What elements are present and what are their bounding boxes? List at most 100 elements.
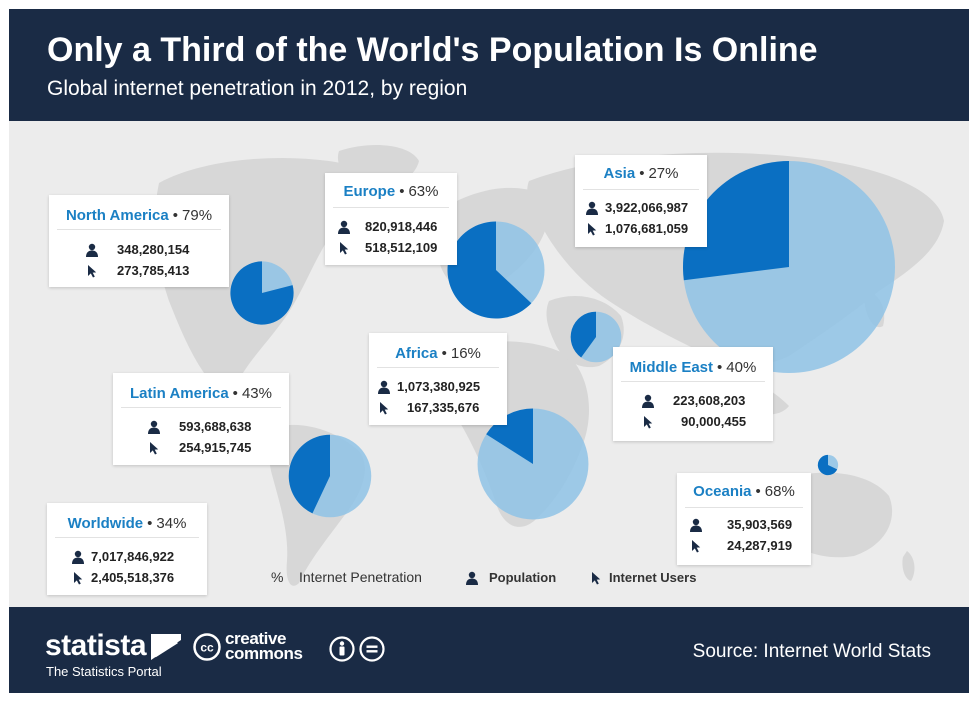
pie-asia-online (682, 161, 789, 281)
users-row: 518,512,109 (325, 240, 457, 258)
region-name: North America (65, 207, 169, 224)
region-box-europe: Europe • 63% 820,918,446 518,512,109 (325, 173, 457, 265)
region-header: Africa • 16% (395, 345, 481, 362)
users-value: 518,512,109 (365, 240, 438, 255)
users-row: 2,405,518,376 (47, 570, 207, 588)
cursor-icon (74, 572, 83, 585)
users-value: 24,287,919 (727, 538, 793, 553)
pie-middle-east-online (570, 311, 596, 358)
users-row: 254,915,745 (113, 440, 289, 458)
chart-title: Only a Third of the World's Population I… (47, 31, 818, 69)
region-header: Middle East • 40% (629, 359, 757, 376)
users-row: 1,076,681,059 (575, 221, 707, 239)
person-icon (72, 550, 84, 564)
region-penetration: 79% (182, 207, 213, 224)
region-name: Africa (395, 345, 438, 362)
population-row: 35,903,569 (677, 517, 811, 535)
region-box-middle-east: Middle East • 40% 223,608,203 90,000,455 (613, 347, 773, 441)
legend-population-label: Population (489, 570, 557, 585)
creative-commons-text: creative commons (225, 629, 303, 663)
population-value: 3,922,066,987 (605, 200, 689, 215)
region-name: Worldwide (67, 515, 144, 532)
region-box-africa: Africa • 16% 1,073,380,925 167,335,676 (369, 333, 507, 425)
region-penetration: 40% (726, 359, 757, 376)
cursor-icon (88, 265, 97, 278)
no-derivatives-icon (359, 636, 385, 662)
attribution-icon (329, 636, 355, 662)
pie-europe-online (447, 221, 532, 319)
population-value: 35,903,569 (727, 517, 793, 532)
users-value: 90,000,455 (681, 414, 747, 429)
region-name: Middle East (629, 359, 714, 376)
region-name: Latin America (130, 385, 229, 402)
cursor-icon (644, 416, 653, 429)
population-row: 223,608,203 (613, 393, 773, 411)
region-name: Oceania (693, 483, 752, 500)
chart-subtitle: Global internet penetration in 2012, by … (47, 77, 468, 100)
legend-penetration-symbol: % (271, 569, 284, 585)
cursor-icon (340, 242, 349, 255)
cursor-icon (380, 402, 389, 415)
users-value: 254,915,745 (179, 440, 252, 455)
region-penetration: 68% (764, 483, 795, 500)
region-header: Worldwide • 34% (67, 515, 187, 532)
population-row: 1,073,380,925 (369, 379, 507, 397)
cc-line-1: creative (225, 629, 287, 648)
population-value: 820,918,446 (365, 219, 438, 234)
population-value: 7,017,846,922 (91, 549, 175, 564)
region-header: Oceania • 68% (693, 483, 795, 500)
header-banner: Only a Third of the World's Population I… (9, 9, 969, 121)
person-icon (338, 220, 350, 234)
region-box-latin-america: Latin America • 43% 593,688,638 254,915,74… (113, 373, 289, 465)
region-box-asia: Asia • 27% 3,922,066,987 1,076,681,059 (575, 155, 707, 247)
population-value: 1,073,380,925 (397, 379, 481, 394)
statista-logo-icon (151, 634, 181, 660)
person-icon (86, 243, 98, 257)
region-header: Europe • 63% (343, 183, 439, 200)
person-icon (690, 518, 702, 532)
cursor-icon (588, 223, 597, 236)
region-penetration: 34% (156, 515, 187, 532)
region-box-worldwide: Worldwide • 34% 7,017,846,922 2,405,518,37… (47, 503, 207, 595)
footer-banner: statista The Statistics Portal cc creati… (9, 607, 969, 693)
legend-users-label: Internet Users (609, 570, 697, 585)
population-row: 7,017,846,922 (47, 549, 207, 567)
region-name: Europe (343, 183, 396, 200)
legend-penetration-label: Internet Penetration (299, 569, 422, 585)
region-penetration: 63% (408, 183, 439, 200)
region-header: Latin America • 43% (130, 385, 272, 402)
cc-line-2: commons (225, 644, 303, 663)
population-value: 348,280,154 (117, 242, 190, 257)
users-row: 167,335,676 (369, 400, 507, 418)
creative-commons-icon: cc (193, 633, 221, 661)
statista-logo: statista (45, 629, 147, 662)
users-row: 273,785,413 (49, 263, 229, 281)
population-row: 348,280,154 (49, 242, 229, 260)
region-name: Asia (603, 165, 636, 182)
cursor-icon (592, 572, 601, 585)
pie-oceania-online (817, 454, 838, 476)
world-map-area: North America • 79% 348,280,154 273,785,41… (9, 121, 969, 607)
users-row: 24,287,919 (677, 538, 811, 556)
users-value: 1,076,681,059 (605, 221, 689, 236)
population-row: 820,918,446 (325, 219, 457, 237)
infographic: Only a Third of the World's Population I… (9, 9, 969, 693)
region-header: Asia • 27% (603, 165, 679, 182)
land-new-zealand (902, 551, 915, 581)
statista-tagline: The Statistics Portal (46, 664, 162, 679)
pie-north-america-online (230, 261, 294, 325)
person-icon (148, 420, 160, 434)
person-icon (642, 394, 654, 408)
cursor-icon (150, 442, 159, 455)
region-box-north-america: North America • 79% 348,280,154 273,785,41… (49, 195, 229, 287)
population-value: 223,608,203 (673, 393, 746, 408)
users-value: 273,785,413 (117, 263, 190, 278)
cursor-icon (692, 540, 701, 553)
population-row: 593,688,638 (113, 419, 289, 437)
users-value: 2,405,518,376 (91, 570, 175, 585)
users-value: 167,335,676 (407, 400, 480, 415)
pie-latin-america-online (288, 434, 330, 514)
svg-text:cc: cc (200, 641, 214, 655)
person-icon (378, 380, 390, 394)
population-row: 3,922,066,987 (575, 200, 707, 218)
